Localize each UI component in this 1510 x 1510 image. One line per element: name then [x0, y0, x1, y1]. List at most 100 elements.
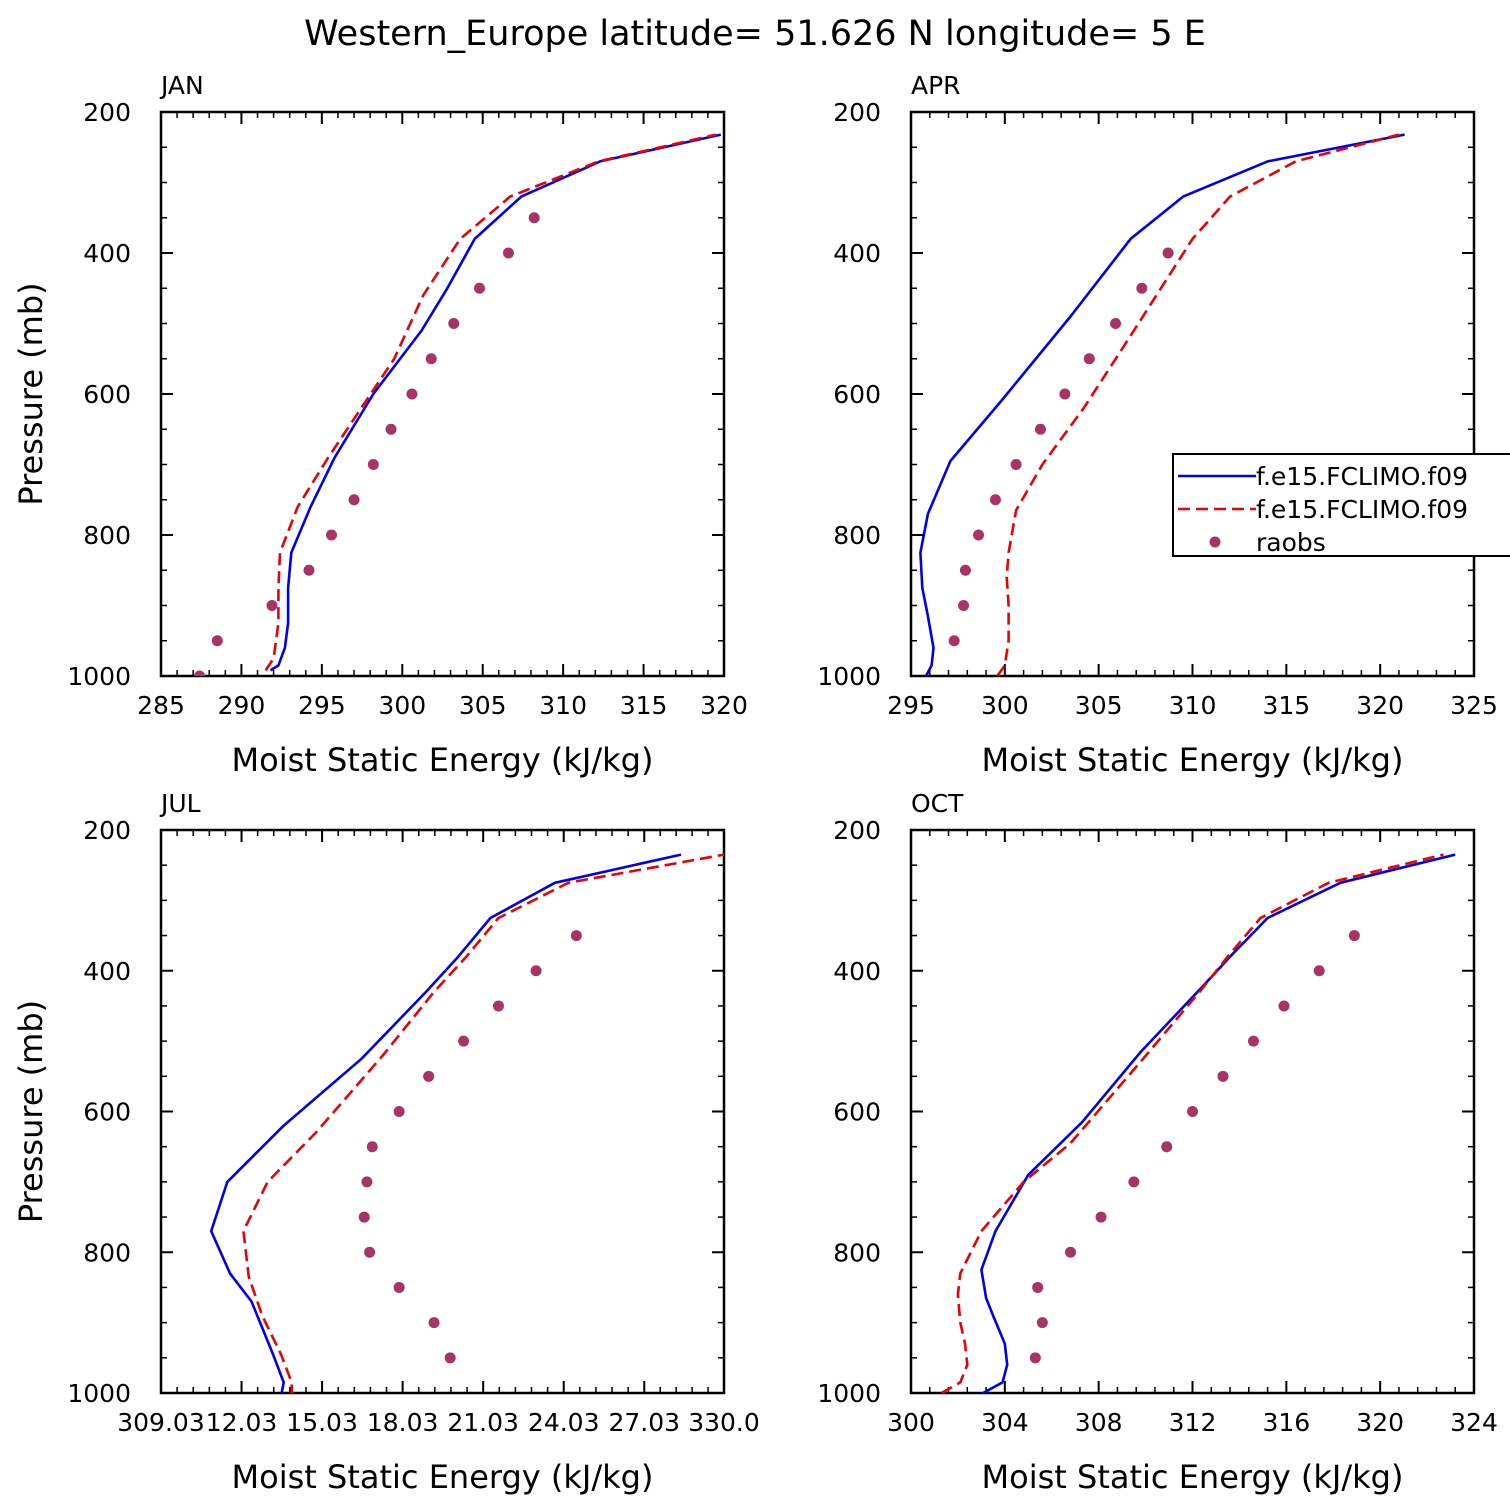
raobs-point: [393, 1281, 405, 1293]
x-tick-label: 310: [1169, 691, 1217, 720]
raobs-point: [1034, 423, 1046, 435]
series-line-dashed: [996, 133, 1400, 676]
raobs-point: [385, 423, 397, 435]
x-tick-label: 320: [1356, 691, 1404, 720]
raobs-point: [367, 459, 379, 470]
y-tick-label: 1000: [817, 662, 881, 691]
panel-title: JUL: [159, 789, 201, 818]
raobs-point: [1348, 930, 1360, 942]
raobs-point: [948, 635, 960, 647]
raobs-point: [1313, 965, 1325, 977]
y-tick-label: 400: [833, 239, 881, 268]
y-tick-label: 600: [833, 1098, 881, 1127]
x-axis-label: Moist Static Energy (kJ/kg): [982, 1458, 1404, 1496]
x-tick-label: 320: [700, 691, 748, 720]
plot-frame: [159, 110, 726, 678]
raobs-point: [1217, 1070, 1229, 1082]
x-tick-label: 330.0: [688, 1408, 760, 1437]
x-tick-label: 315: [620, 691, 668, 720]
raobs-point: [1065, 1246, 1077, 1258]
x-tick-label: 24.03: [528, 1408, 600, 1437]
legend: f.e15.FCLIMO.f09 f.e15.FCLIMO.f09 raobs: [1172, 453, 1510, 557]
x-tick-label: 15.03: [286, 1408, 358, 1437]
x-tick-label: 27.03: [608, 1408, 680, 1437]
series-line-solid: [980, 853, 1456, 1393]
raobs-point: [444, 1352, 456, 1364]
y-tick-label: 600: [833, 380, 881, 409]
raobs-point: [425, 353, 437, 365]
series-line-dashed: [264, 133, 717, 672]
panel-title: OCT: [911, 789, 964, 818]
legend-label: f.e15.FCLIMO.f09: [1256, 495, 1468, 524]
raobs-point: [1161, 1141, 1173, 1153]
x-tick-label: 309.03: [117, 1408, 204, 1437]
raobs-point: [492, 1000, 504, 1012]
raobs-point: [406, 388, 418, 400]
x-axis-label: Moist Static Energy (kJ/kg): [982, 741, 1404, 779]
legend-label: f.e15.FCLIMO.f09: [1256, 462, 1468, 491]
x-tick-label: 300: [887, 1408, 935, 1437]
raobs-point: [528, 212, 540, 224]
panels: 285 290 295 300 305 310 315 320 200 400 600 800 1000…: [12, 71, 1498, 1496]
x-axis-label: Moist Static Energy (kJ/kg): [232, 1458, 654, 1496]
raobs-point: [1136, 282, 1148, 294]
raobs-point: [1059, 388, 1071, 400]
series-line-solid: [919, 133, 1405, 676]
y-axis-label: Pressure (mb): [12, 1000, 50, 1223]
raobs-point: [458, 1035, 470, 1047]
raobs-point: [1032, 1281, 1044, 1293]
raobs-point: [364, 1246, 376, 1258]
raobs-point: [1128, 1176, 1140, 1188]
x-tick-label: 305: [1075, 691, 1123, 720]
raobs-point: [393, 1106, 405, 1117]
y-tick-label: 1000: [67, 1379, 131, 1408]
x-tick-label: 320: [1356, 1408, 1404, 1437]
raobs-point: [973, 529, 985, 541]
x-axis-label: Moist Static Energy (kJ/kg): [232, 741, 654, 779]
raobs-point: [989, 494, 1001, 506]
raobs-point: [1036, 1317, 1048, 1329]
y-tick-label: 400: [833, 957, 881, 986]
panel-jan: 285 290 295 300 305 310 315 320 200 400 600 800 1000…: [12, 71, 748, 779]
series-line-solid: [209, 853, 682, 1393]
plot-frame: [159, 828, 726, 1395]
raobs-point: [326, 529, 338, 541]
series-line-dashed: [940, 853, 1444, 1393]
raobs-point: [361, 1176, 373, 1188]
y-tick-label: 600: [83, 1098, 131, 1127]
plot-data: [940, 853, 1456, 1393]
raobs-point: [348, 494, 360, 506]
series-line-dashed: [242, 853, 724, 1393]
series-line-solid: [269, 133, 722, 672]
raobs-point: [530, 965, 542, 977]
x-tick-label: 290: [218, 691, 266, 720]
raobs-point: [473, 282, 485, 294]
raobs-point: [1010, 459, 1022, 470]
x-tick-label: 308: [1075, 1408, 1123, 1437]
x-tick-label: 295: [887, 691, 935, 720]
y-tick-label: 200: [83, 816, 131, 845]
raobs-point: [428, 1317, 440, 1329]
raobs-point: [570, 930, 582, 942]
raobs-point: [366, 1141, 378, 1153]
x-tick-label: 316: [1262, 1408, 1310, 1437]
x-tick-label: 324: [1450, 1408, 1498, 1437]
y-tick-label: 1000: [817, 1379, 881, 1408]
x-tick-label: 300: [378, 691, 426, 720]
legend-box: [1172, 453, 1510, 557]
panel-jul: 309.03 12.03 15.03 18.03 21.03 24.03 27.03 330.…: [12, 789, 760, 1496]
x-tick-label: 295: [298, 691, 346, 720]
panel-title: JAN: [159, 71, 204, 100]
x-tick-label: 285: [137, 691, 185, 720]
raobs-point: [194, 670, 206, 676]
x-tick-label: 312: [1169, 1408, 1217, 1437]
y-tick-label: 200: [833, 816, 881, 845]
x-tick-label: 305: [459, 691, 507, 720]
legend-marker: [1209, 536, 1221, 548]
raobs-point: [358, 1211, 370, 1223]
panel-title: APR: [911, 71, 961, 100]
raobs-point: [502, 247, 514, 259]
plot-frame: [909, 110, 1476, 678]
raobs-point: [1278, 1000, 1290, 1012]
y-tick-label: 400: [83, 239, 131, 268]
